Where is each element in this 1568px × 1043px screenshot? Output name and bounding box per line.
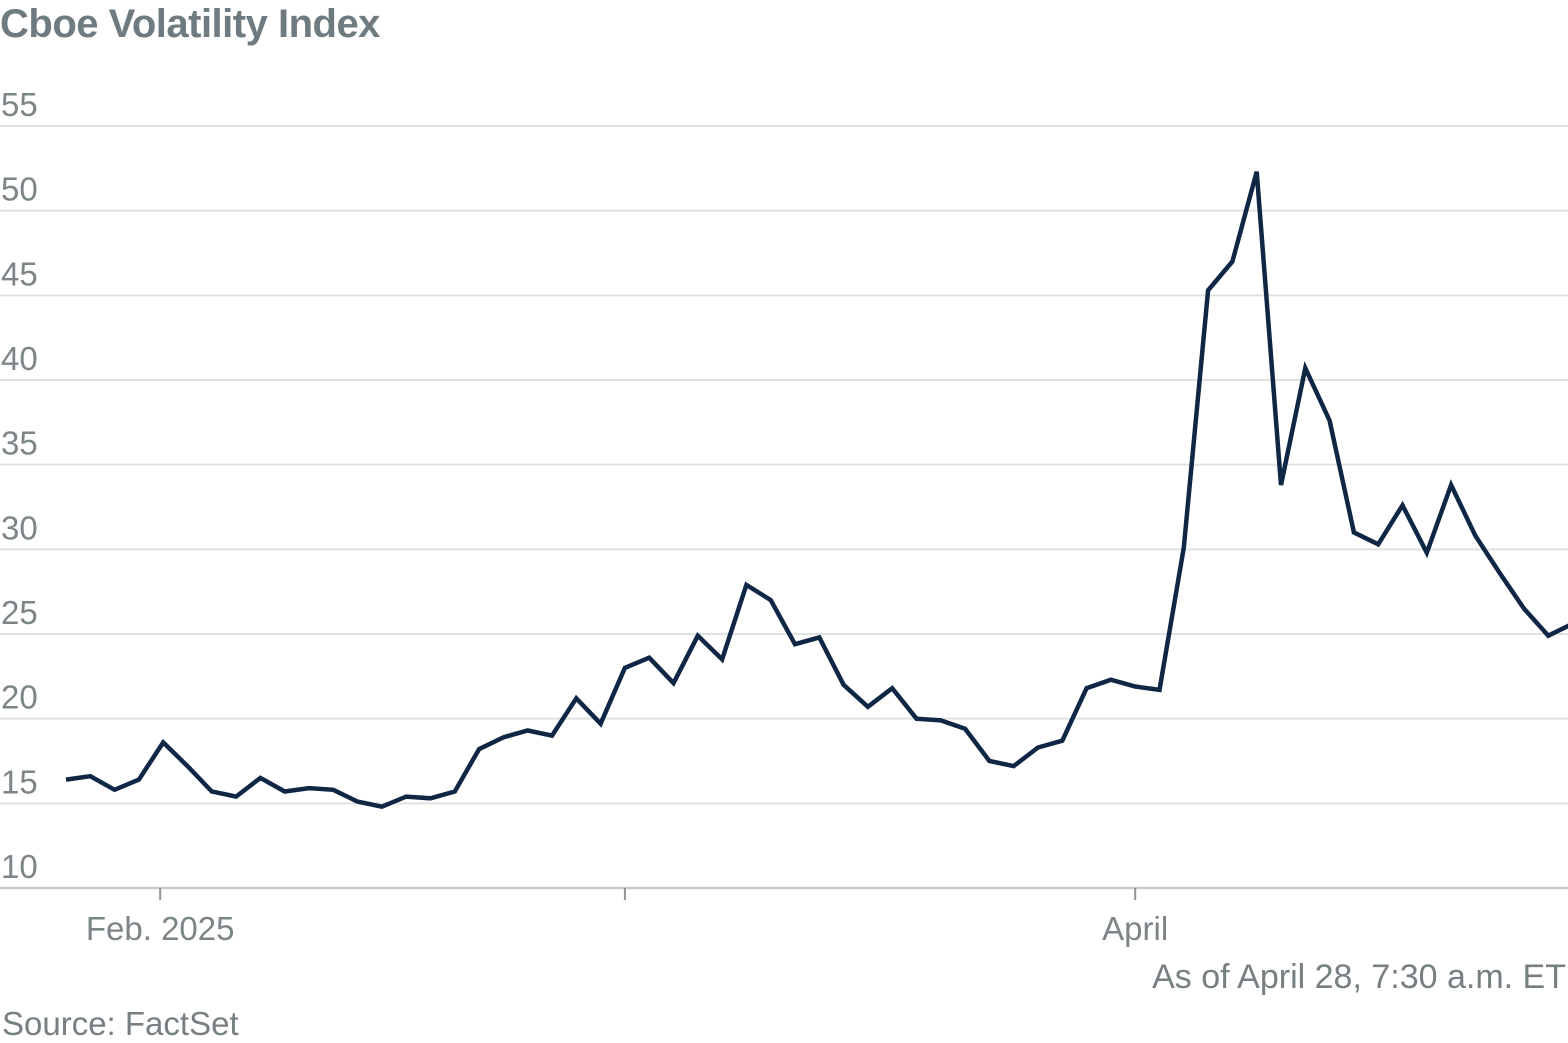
gridlines (0, 126, 1568, 888)
y-tick-label-35: 35 (1, 425, 38, 462)
y-tick-label-55: 55 (1, 86, 38, 123)
x-axis: Feb. 2025 April (86, 888, 1168, 947)
y-axis-tick-labels: 10 15 20 25 30 35 40 45 50 55 (1, 86, 38, 885)
y-tick-label-50: 50 (1, 171, 38, 208)
y-tick-label-15: 15 (1, 763, 38, 800)
y-tick-label-20: 20 (1, 679, 38, 716)
y-tick-label-45: 45 (1, 255, 38, 292)
series-layer (66, 172, 1568, 807)
x-tick-label: April (1102, 910, 1168, 947)
y-tick-label-10: 10 (1, 848, 38, 885)
source-credit: Source: FactSet (2, 1005, 239, 1043)
y-tick-label-30: 30 (1, 509, 38, 546)
x-tick-label: Feb. 2025 (86, 910, 235, 947)
timestamp-note: As of April 28, 7:30 a.m. ET (1152, 958, 1566, 997)
series-line-0 (66, 172, 1568, 807)
y-tick-label-40: 40 (1, 340, 38, 377)
y-tick-label-25: 25 (1, 594, 38, 631)
